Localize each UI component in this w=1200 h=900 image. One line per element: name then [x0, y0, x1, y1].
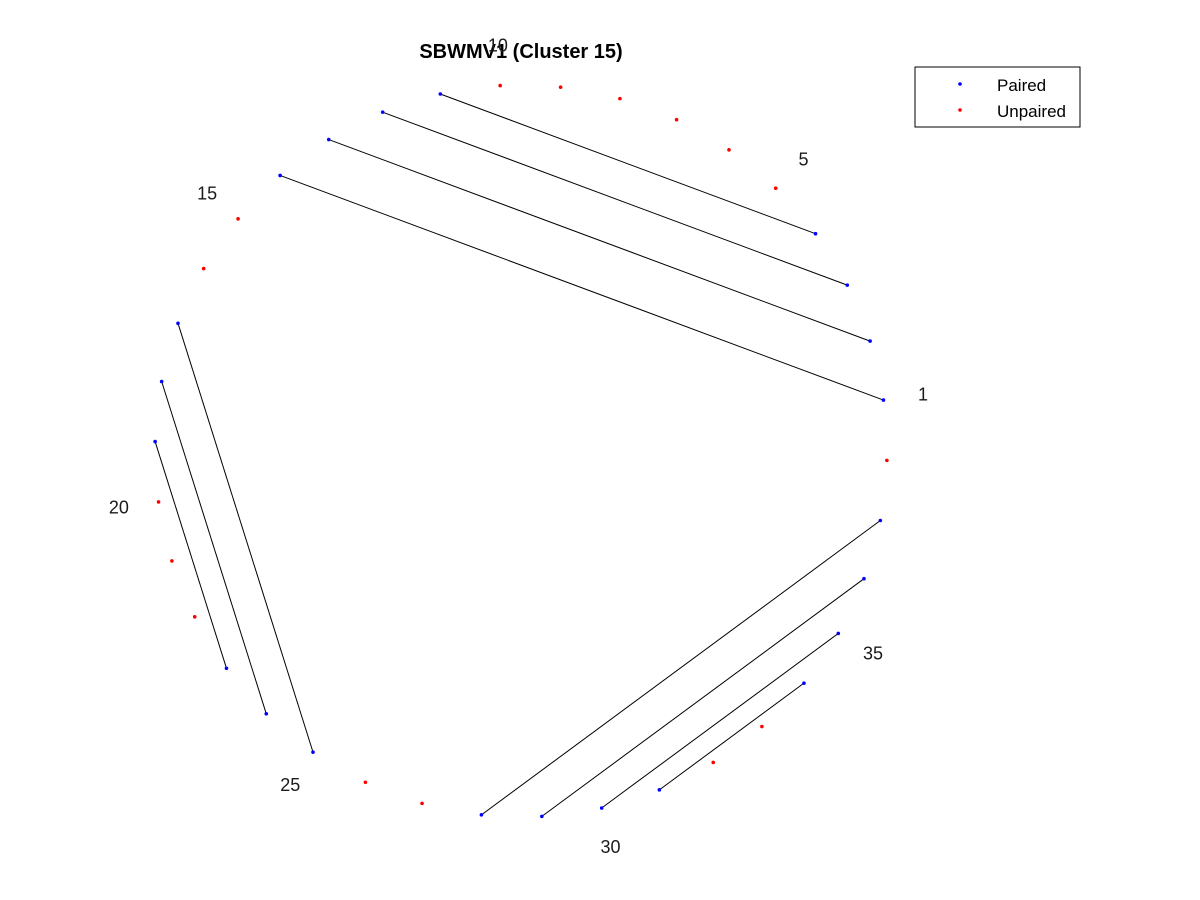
- paired-node-36: [862, 576, 866, 581]
- paired-node-35: [836, 631, 841, 636]
- chart-title: SBWMV1 (Cluster 15): [419, 41, 622, 63]
- paired-node-18: [159, 379, 164, 384]
- unpaired-node-8: [618, 96, 622, 101]
- paired-node-19: [153, 439, 157, 444]
- paired-node-13: [326, 137, 331, 142]
- paired-node-34: [802, 681, 806, 685]
- legend-label-paired: Paired: [997, 76, 1046, 95]
- unpaired-node-33: [760, 724, 764, 729]
- unpaired-node-20: [156, 500, 161, 504]
- unpaired-node-5: [773, 186, 778, 190]
- node-number-20: 20: [109, 498, 129, 518]
- unpaired-node-16: [201, 266, 206, 271]
- unpaired-node-27: [420, 801, 424, 806]
- legend-marker-paired: [958, 82, 962, 86]
- unpaired-node-15: [236, 217, 240, 221]
- legend-marker-unpaired: [958, 108, 962, 112]
- pair-line-28-37: [481, 520, 881, 816]
- pair-line-17-25: [177, 323, 314, 753]
- pair-line-19-23: [154, 441, 227, 669]
- pair-line-1-14: [279, 174, 884, 401]
- paired-node-23: [224, 666, 229, 671]
- paired-node-31: [657, 788, 662, 792]
- unpaired-node-21: [170, 559, 174, 563]
- paired-node-14: [278, 173, 282, 178]
- paired-node-17: [176, 321, 180, 326]
- unpaired-node-7: [674, 117, 679, 122]
- pair-line-30-35: [601, 633, 839, 809]
- legend-label-unpaired: Unpaired: [997, 102, 1066, 121]
- pair-line-3-12: [382, 111, 848, 286]
- legend: Paired Unpaired: [914, 66, 1081, 128]
- unpaired-node-26: [363, 780, 368, 785]
- node-number-30: 30: [600, 837, 620, 857]
- unpaired-node-38: [885, 458, 889, 463]
- paired-node-2: [868, 339, 872, 343]
- pair-line-18-24: [161, 381, 267, 714]
- paired-node-3: [845, 283, 850, 287]
- paired-node-28: [479, 813, 484, 817]
- paired-node-4: [813, 231, 818, 236]
- node-number-35: 35: [863, 643, 883, 663]
- legend-box: [914, 66, 1081, 128]
- node-number-25: 25: [280, 775, 300, 795]
- unpaired-node-32: [711, 760, 716, 765]
- paired-node-29: [540, 814, 544, 819]
- unpaired-node-22: [192, 615, 197, 619]
- paired-node-24: [264, 712, 269, 716]
- paired-node-30: [599, 806, 604, 810]
- paired-node-12: [380, 110, 385, 114]
- node-number-1: 1: [918, 384, 928, 404]
- pair-lines: [154, 93, 884, 817]
- paired-node-1: [881, 398, 886, 402]
- paired-node-25: [311, 750, 315, 754]
- unpaired-node-9: [558, 85, 563, 89]
- node-number-10: 10: [488, 36, 508, 56]
- pair-line-2-13: [328, 139, 871, 342]
- nodes: [153, 83, 889, 819]
- paired-node-37: [878, 518, 883, 523]
- unpaired-node-10: [498, 83, 502, 88]
- pair-line-29-36: [541, 578, 865, 817]
- paired-node-11: [438, 92, 443, 96]
- unpaired-node-6: [727, 148, 731, 152]
- pair-line-31-34: [659, 682, 805, 791]
- pair-line-4-11: [440, 93, 816, 235]
- node-number-5: 5: [799, 149, 809, 169]
- node-number-15: 15: [197, 183, 217, 203]
